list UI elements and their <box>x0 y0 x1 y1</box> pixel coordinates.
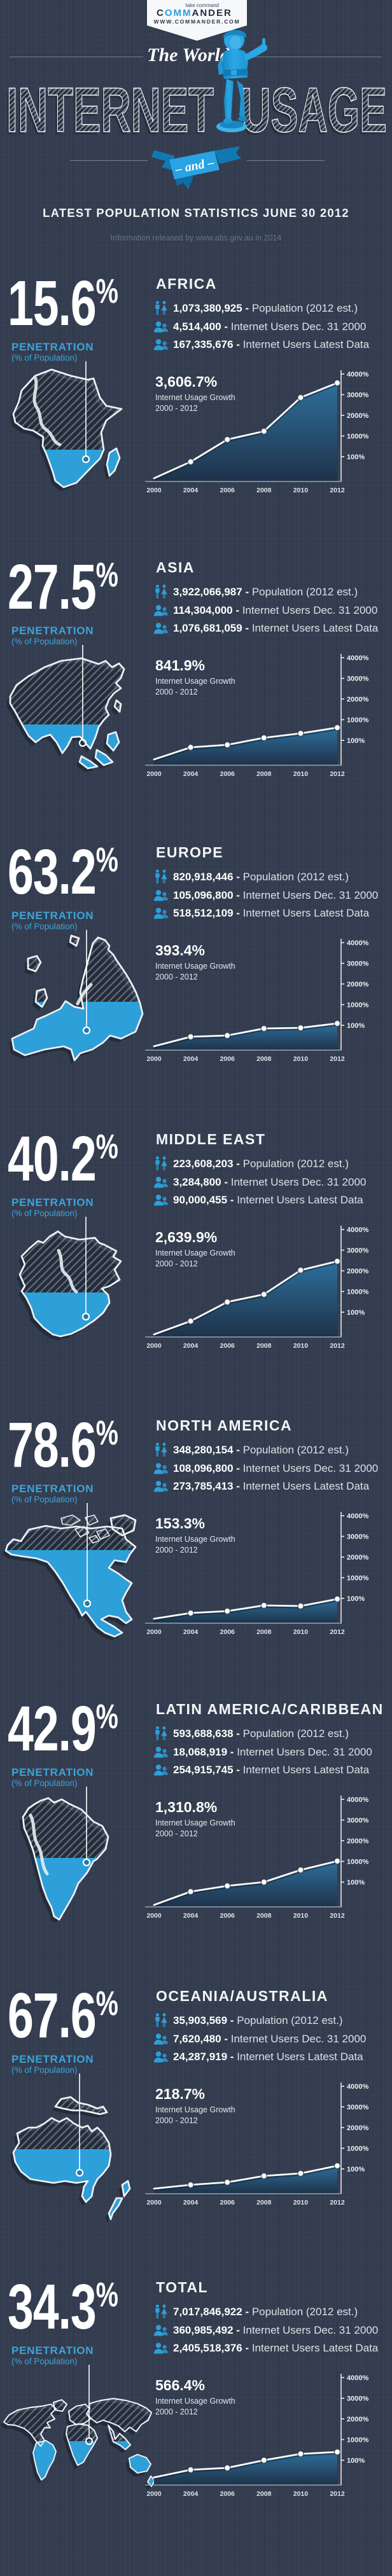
svg-text:2010: 2010 <box>293 1055 309 1063</box>
svg-text:2000: 2000 <box>146 1055 162 1063</box>
svg-text:2010: 2010 <box>293 770 309 778</box>
svg-text:2004: 2004 <box>183 1342 199 1350</box>
svg-text:2004: 2004 <box>183 1055 199 1063</box>
svg-text:2012: 2012 <box>330 1628 345 1636</box>
svg-text:3000%: 3000% <box>347 2104 368 2112</box>
svg-text:100%: 100% <box>347 1022 365 1030</box>
svg-text:2008: 2008 <box>256 2490 272 2498</box>
svg-text:4000%: 4000% <box>347 371 368 378</box>
svg-text:100%: 100% <box>347 1595 365 1603</box>
svg-text:2004: 2004 <box>183 770 199 778</box>
svg-text:3000%: 3000% <box>347 1817 368 1825</box>
svg-text:4000%: 4000% <box>347 1226 368 1234</box>
svg-text:2004: 2004 <box>183 2199 199 2206</box>
svg-text:4000%: 4000% <box>347 1513 368 1520</box>
svg-text:1000%: 1000% <box>347 2145 368 2153</box>
svg-text:1000%: 1000% <box>347 2437 368 2444</box>
svg-text:2000: 2000 <box>146 1342 162 1350</box>
svg-text:1000%: 1000% <box>347 1289 368 1296</box>
svg-text:3000%: 3000% <box>347 392 368 399</box>
svg-text:4000%: 4000% <box>347 1796 368 1804</box>
svg-text:2006: 2006 <box>220 2199 235 2206</box>
svg-text:2008: 2008 <box>256 1628 272 1636</box>
svg-text:2012: 2012 <box>330 1342 345 1350</box>
svg-text:USAGE: USAGE <box>241 74 387 145</box>
svg-text:100%: 100% <box>347 454 365 461</box>
svg-text:2000: 2000 <box>146 1628 162 1636</box>
svg-text:INTERNET: INTERNET <box>4 77 212 146</box>
svg-text:2000%: 2000% <box>347 696 368 703</box>
svg-text:3000%: 3000% <box>347 960 368 968</box>
svg-text:100%: 100% <box>347 737 365 745</box>
svg-text:1000%: 1000% <box>347 1859 368 1866</box>
svg-text:2000: 2000 <box>146 2490 162 2498</box>
svg-text:2012: 2012 <box>330 770 345 778</box>
svg-text:3000%: 3000% <box>347 2395 368 2403</box>
svg-text:2000%: 2000% <box>347 2124 368 2132</box>
svg-text:2010: 2010 <box>293 1912 309 1920</box>
svg-text:2004: 2004 <box>183 487 199 494</box>
svg-text:4000%: 4000% <box>347 2374 368 2382</box>
svg-text:2012: 2012 <box>330 487 345 494</box>
svg-text:2010: 2010 <box>293 1628 309 1636</box>
svg-text:100%: 100% <box>347 1879 365 1887</box>
svg-text:2008: 2008 <box>256 1055 272 1063</box>
svg-text:4000%: 4000% <box>347 939 368 947</box>
svg-text:2006: 2006 <box>220 1342 235 1350</box>
svg-text:2010: 2010 <box>293 1342 309 1350</box>
svg-text:3000%: 3000% <box>347 1247 368 1255</box>
svg-text:1000%: 1000% <box>347 1002 368 1009</box>
svg-text:2000%: 2000% <box>347 412 368 420</box>
svg-text:2000%: 2000% <box>347 1554 368 1562</box>
svg-text:2006: 2006 <box>220 487 235 494</box>
svg-text:2006: 2006 <box>220 1055 235 1063</box>
svg-text:2008: 2008 <box>256 1342 272 1350</box>
svg-text:2004: 2004 <box>183 2490 199 2498</box>
svg-text:INTERNET: INTERNET <box>6 74 214 145</box>
svg-text:2000%: 2000% <box>347 981 368 988</box>
svg-text:2000%: 2000% <box>347 1268 368 1275</box>
svg-text:2012: 2012 <box>330 1055 345 1063</box>
svg-text:2004: 2004 <box>183 1912 199 1920</box>
svg-text:USAGE: USAGE <box>239 77 385 146</box>
svg-text:2006: 2006 <box>220 1912 235 1920</box>
svg-text:1000%: 1000% <box>347 717 368 724</box>
svg-text:2008: 2008 <box>256 1912 272 1920</box>
svg-text:2000%: 2000% <box>347 2416 368 2423</box>
svg-text:1000%: 1000% <box>347 433 368 441</box>
svg-text:3000%: 3000% <box>347 675 368 683</box>
svg-text:2010: 2010 <box>293 2490 309 2498</box>
svg-text:2008: 2008 <box>256 487 272 494</box>
svg-text:100%: 100% <box>347 2457 365 2465</box>
svg-text:2000: 2000 <box>146 1912 162 1920</box>
svg-text:2006: 2006 <box>220 1628 235 1636</box>
svg-text:4000%: 4000% <box>347 2083 368 2091</box>
svg-text:2010: 2010 <box>293 2199 309 2206</box>
svg-text:2010: 2010 <box>293 487 309 494</box>
svg-text:2008: 2008 <box>256 2199 272 2206</box>
svg-text:2006: 2006 <box>220 2490 235 2498</box>
svg-text:2000%: 2000% <box>347 1838 368 1845</box>
svg-text:2000: 2000 <box>146 770 162 778</box>
svg-text:100%: 100% <box>347 1309 365 1317</box>
svg-text:4000%: 4000% <box>347 654 368 662</box>
svg-text:3000%: 3000% <box>347 1534 368 1541</box>
svg-text:2000: 2000 <box>146 487 162 494</box>
svg-text:2012: 2012 <box>330 2199 345 2206</box>
svg-text:2000: 2000 <box>146 2199 162 2206</box>
svg-text:2006: 2006 <box>220 770 235 778</box>
svg-text:2008: 2008 <box>256 770 272 778</box>
svg-text:100%: 100% <box>347 2166 365 2173</box>
svg-text:2004: 2004 <box>183 1628 199 1636</box>
svg-text:2012: 2012 <box>330 2490 345 2498</box>
svg-text:1000%: 1000% <box>347 1575 368 1582</box>
svg-text:2012: 2012 <box>330 1912 345 1920</box>
